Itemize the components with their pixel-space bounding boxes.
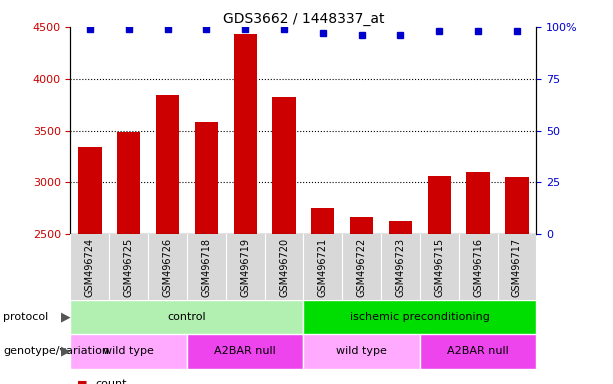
Bar [303, 300, 536, 334]
Text: GSM496723: GSM496723 [395, 237, 405, 296]
Bar [70, 334, 187, 369]
Bar [187, 334, 303, 369]
Text: GSM496725: GSM496725 [124, 237, 134, 297]
Text: GSM496724: GSM496724 [85, 237, 95, 296]
Bar [420, 334, 536, 369]
Bar [195, 122, 218, 234]
Text: wild type: wild type [337, 346, 387, 356]
Text: control: control [167, 312, 207, 322]
Text: GSM496715: GSM496715 [435, 237, 444, 296]
Bar [156, 95, 179, 234]
Bar [428, 176, 451, 234]
Text: GSM496721: GSM496721 [318, 237, 328, 296]
Text: protocol: protocol [3, 312, 48, 322]
Text: ▶: ▶ [61, 345, 71, 358]
Text: ▶: ▶ [61, 310, 71, 323]
Text: wild type: wild type [104, 346, 154, 356]
Text: GSM496726: GSM496726 [162, 237, 172, 296]
Bar [505, 177, 528, 234]
Text: genotype/variation: genotype/variation [3, 346, 109, 356]
Text: GSM496716: GSM496716 [473, 237, 483, 296]
Bar [311, 208, 335, 234]
Text: GSM496719: GSM496719 [240, 237, 250, 296]
Bar [303, 334, 420, 369]
Bar [272, 98, 295, 234]
Bar [389, 221, 412, 234]
Bar [117, 132, 140, 234]
Text: ischemic preconditioning: ischemic preconditioning [350, 312, 490, 322]
Bar [70, 300, 303, 334]
Text: GSM496720: GSM496720 [279, 237, 289, 296]
Text: GSM496722: GSM496722 [357, 237, 367, 297]
Text: A2BAR null: A2BAR null [447, 346, 509, 356]
Bar [78, 147, 102, 234]
Bar [234, 34, 257, 234]
Text: count: count [95, 379, 126, 384]
Title: GDS3662 / 1448337_at: GDS3662 / 1448337_at [223, 12, 384, 26]
Text: ■: ■ [77, 379, 87, 384]
Text: GSM496717: GSM496717 [512, 237, 522, 296]
Bar [350, 217, 373, 234]
Text: GSM496718: GSM496718 [202, 237, 211, 296]
Bar [466, 172, 490, 234]
Text: A2BAR null: A2BAR null [215, 346, 276, 356]
